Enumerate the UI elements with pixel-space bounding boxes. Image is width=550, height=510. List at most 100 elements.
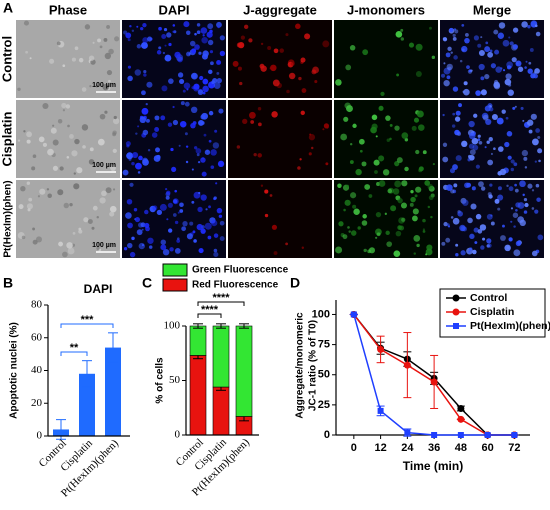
texture-dot	[216, 207, 223, 214]
texture-dot	[135, 162, 142, 170]
texture-dot	[197, 89, 204, 96]
y-tick-label: 50	[169, 374, 181, 386]
texture-dot	[478, 140, 483, 145]
texture-dot	[400, 202, 408, 209]
texture-dot	[201, 53, 208, 60]
row-label: Control	[0, 36, 14, 82]
texture-dot	[413, 235, 421, 242]
micrograph	[334, 20, 438, 98]
texture-dot	[443, 79, 450, 87]
texture-dot	[456, 131, 461, 136]
texture-dot	[202, 78, 209, 85]
significance-label: ****	[212, 292, 230, 304]
texture-dot	[59, 166, 64, 171]
legend-label: Pt(HexIm)(phen)	[470, 320, 550, 332]
texture-dot	[158, 46, 162, 50]
texture-dot	[109, 211, 115, 217]
texture-dot	[496, 117, 504, 125]
texture-dot	[196, 23, 201, 27]
texture-dot	[534, 160, 537, 163]
texture-dot	[538, 159, 541, 163]
texture-dot	[182, 221, 188, 227]
texture-dot	[358, 138, 365, 145]
texture-dot	[487, 243, 492, 248]
texture-dot	[513, 249, 521, 257]
texture-dot	[394, 125, 400, 131]
texture-dot	[214, 129, 218, 133]
texture-dot	[159, 203, 167, 211]
texture-dot	[468, 250, 471, 253]
micrograph	[228, 100, 332, 178]
texture-dot	[285, 33, 289, 37]
texture-dot	[301, 88, 307, 93]
y-tick-label: 20	[31, 397, 43, 409]
data-point	[484, 432, 491, 438]
texture-dot	[146, 81, 153, 88]
texture-dot	[135, 132, 138, 135]
texture-dot	[184, 101, 190, 107]
texture-dot	[39, 188, 46, 195]
significance-bracket	[60, 351, 88, 356]
texture-dot	[21, 235, 26, 240]
texture-dot	[507, 155, 512, 160]
y-tick-label: 0	[175, 429, 181, 441]
texture-dot	[267, 46, 272, 51]
texture-dot	[491, 113, 498, 120]
texture-dot	[422, 218, 426, 223]
texture-dot	[299, 158, 302, 161]
texture-dot	[198, 119, 205, 126]
texture-dot	[416, 243, 420, 248]
texture-dot	[204, 222, 212, 230]
texture-dot	[81, 124, 89, 131]
significance-label: ***	[81, 314, 95, 326]
texture-dot	[174, 51, 181, 59]
texture-dot	[534, 209, 539, 214]
texture-dot	[484, 146, 487, 149]
texture-dot	[69, 202, 73, 207]
texture-dot	[169, 247, 174, 252]
texture-dot	[153, 155, 161, 162]
texture-dot	[355, 168, 362, 176]
texture-dot	[95, 84, 99, 88]
micrograph	[16, 20, 120, 98]
texture-dot	[89, 85, 92, 88]
texture-dot	[273, 48, 279, 54]
texture-dot	[343, 116, 349, 122]
texture-dot	[185, 30, 191, 35]
texture-dot	[347, 226, 350, 229]
texture-dot	[415, 149, 420, 155]
x-axis-label: Time (min)	[403, 459, 463, 473]
texture-dot	[174, 189, 178, 193]
scale-bar-label: 100 µm	[92, 82, 116, 89]
texture-dot	[134, 217, 140, 223]
texture-dot	[531, 189, 535, 192]
texture-dot	[142, 37, 149, 44]
texture-dot	[442, 37, 448, 42]
texture-dot	[468, 143, 475, 149]
texture-dot	[210, 61, 214, 66]
texture-dot	[62, 251, 68, 258]
texture-dot	[113, 115, 117, 120]
texture-dot	[361, 161, 367, 167]
texture-dot	[454, 116, 461, 122]
data-point	[350, 311, 357, 318]
texture-dot	[468, 247, 473, 251]
texture-dot	[164, 54, 172, 62]
data-point	[404, 429, 411, 436]
texture-dot	[35, 236, 43, 243]
texture-dot	[26, 131, 32, 138]
texture-dot	[443, 62, 446, 65]
scale-bar-label: 100 µm	[92, 162, 116, 169]
texture-dot	[194, 146, 198, 150]
texture-dot	[71, 150, 78, 157]
texture-dot	[163, 27, 168, 32]
texture-dot	[141, 243, 145, 247]
texture-dot	[410, 189, 414, 194]
texture-dot	[480, 36, 483, 39]
bar	[79, 373, 95, 436]
texture-dot	[81, 87, 87, 92]
texture-dot	[446, 184, 453, 191]
texture-dot	[213, 248, 218, 253]
texture-dot	[497, 194, 504, 201]
legend-label: Green Fluorescence	[192, 265, 289, 276]
